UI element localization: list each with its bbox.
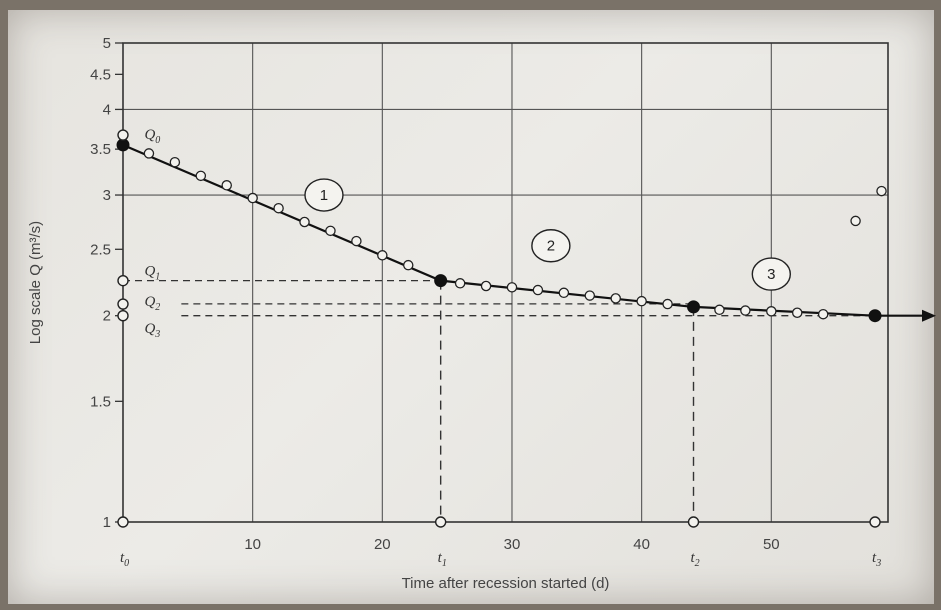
q-label-1: Q1: [144, 263, 160, 282]
axis-marker: [117, 129, 129, 141]
q-label-2-sub: 2: [155, 302, 160, 313]
y-tick-label: 1.5: [90, 393, 111, 410]
data-point: [403, 259, 414, 271]
y-tick-label: 2.5: [90, 241, 111, 258]
q-label-2: Q2: [144, 294, 160, 313]
y-tick-label: 5: [103, 35, 111, 52]
t-label-0: t0: [120, 550, 129, 569]
axis-marker: [117, 298, 129, 310]
q-label-0-sub: 0: [155, 135, 160, 146]
data-point: [454, 278, 466, 289]
axis-marker: [117, 516, 129, 528]
q-label-3-sub: 3: [154, 329, 160, 340]
data-point: [169, 156, 181, 168]
breakpoint-marker: [868, 309, 882, 323]
data-point: [610, 293, 621, 304]
q-label-3-main: Q: [144, 321, 155, 337]
t-label-2-sub: 2: [695, 558, 700, 569]
breakpoint-marker: [687, 300, 701, 314]
t-label-1-main: t: [438, 550, 443, 566]
t-label-0-sub: 0: [124, 558, 129, 569]
arrow-head: [922, 309, 936, 322]
data-point: [766, 306, 777, 317]
segment-label: 2: [547, 238, 555, 255]
t-label-3-sub: 3: [875, 558, 881, 569]
x-tick-label: 10: [244, 536, 261, 553]
data-point: [532, 284, 544, 296]
t-label-3: t3: [872, 550, 881, 569]
data-point: [791, 307, 803, 318]
y-axis-title: Log scale Q (m³/s): [27, 221, 44, 344]
axis-marker: [434, 516, 447, 528]
segment-label: 1: [320, 187, 328, 204]
q-label-0-main: Q: [144, 127, 155, 143]
x-tick-label: 50: [763, 536, 780, 553]
data-point: [506, 282, 518, 293]
t-label-2-main: t: [691, 550, 696, 566]
data-point: [740, 305, 751, 316]
x-tick-label: 30: [504, 536, 521, 553]
q-label-0: Q0: [144, 127, 160, 146]
data-point: [247, 192, 258, 204]
segment-label: 3: [767, 266, 775, 283]
axis-marker: [869, 516, 881, 528]
data-point: [636, 295, 647, 307]
data-point: [325, 225, 336, 237]
x-tick-label: 20: [374, 536, 391, 553]
t-label-1-sub: 1: [442, 558, 447, 569]
axis-marker: [687, 516, 700, 528]
y-tick-label: 4: [103, 101, 111, 118]
segment-circle: [531, 229, 571, 263]
breakpoint-marker: [434, 274, 448, 288]
t-label-3-main: t: [872, 550, 877, 566]
t-label-1: t1: [438, 550, 447, 569]
axis-marker: [117, 274, 129, 287]
data-point: [299, 216, 310, 228]
data-point: [817, 308, 829, 320]
data-point: [351, 235, 362, 247]
data-point: [195, 170, 207, 182]
y-tick-label: 1: [103, 514, 111, 531]
outlier-point: [850, 215, 861, 227]
q-label-1-sub: 1: [155, 271, 160, 282]
x-axis-title: Time after recession started (d): [402, 575, 610, 592]
data-point: [662, 298, 673, 310]
t-label-2: t2: [691, 550, 700, 569]
outlier-point: [876, 185, 887, 197]
data-point: [558, 287, 570, 299]
q-label-3: Q3: [144, 321, 160, 340]
y-tick-label: 4.5: [90, 66, 111, 83]
data-point: [480, 280, 492, 292]
q-label-1-main: Q: [144, 263, 155, 279]
y-tick-label: 3.5: [90, 141, 111, 158]
segment-circle: [751, 257, 792, 291]
recession-line: [122, 143, 928, 317]
y-tick-label: 3: [103, 187, 111, 204]
y-tick-label: 2: [103, 308, 111, 325]
q-label-2-main: Q: [144, 294, 155, 310]
segment-circle: [304, 178, 344, 212]
x-tick-label: 40: [633, 536, 650, 553]
data-point: [714, 304, 725, 316]
t-label-0-main: t: [120, 550, 125, 566]
data-point: [584, 290, 596, 301]
data-point: [221, 180, 232, 191]
data-point: [377, 250, 388, 261]
data-point: [273, 202, 284, 214]
axis-marker: [117, 310, 129, 322]
data-point: [143, 148, 155, 159]
